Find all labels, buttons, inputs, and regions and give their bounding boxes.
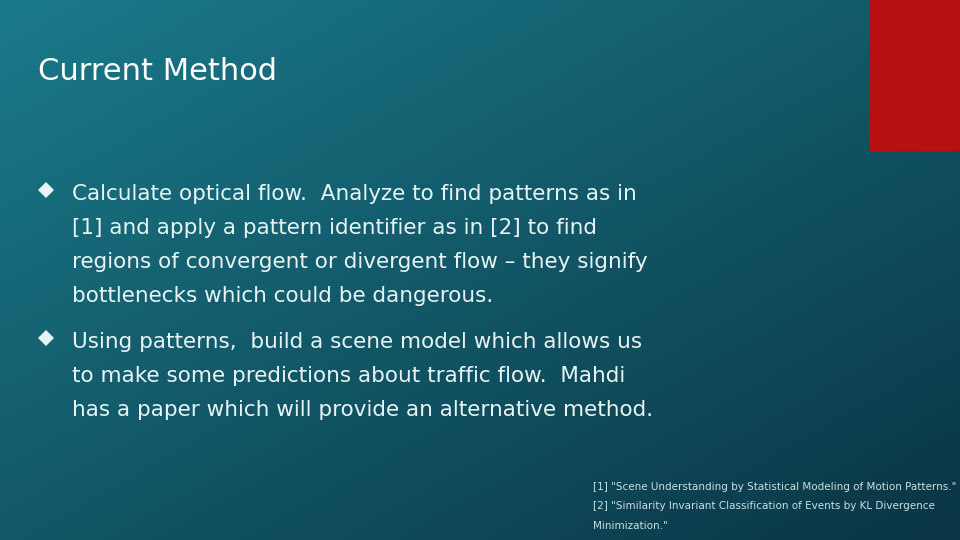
Text: bottlenecks which could be dangerous.: bottlenecks which could be dangerous. — [72, 286, 493, 306]
Text: has a paper which will provide an alternative method.: has a paper which will provide an altern… — [72, 400, 653, 420]
Text: [1] "Scene Understanding by Statistical Modeling of Motion Patterns.": [1] "Scene Understanding by Statistical … — [593, 482, 957, 492]
Text: Current Method: Current Method — [38, 57, 277, 86]
Text: regions of convergent or divergent flow – they signify: regions of convergent or divergent flow … — [72, 252, 648, 272]
Bar — [870, 0, 960, 151]
Text: to make some predictions about traffic flow.  Mahdi: to make some predictions about traffic f… — [72, 366, 625, 386]
Text: Calculate optical flow.  Analyze to find patterns as in: Calculate optical flow. Analyze to find … — [72, 184, 636, 204]
Text: [2] "Similarity Invariant Classification of Events by KL Divergence: [2] "Similarity Invariant Classification… — [593, 501, 935, 511]
Text: [1] and apply a pattern identifier as in [2] to find: [1] and apply a pattern identifier as in… — [72, 218, 597, 238]
Text: Minimization.": Minimization." — [593, 521, 668, 531]
Text: Using patterns,  build a scene model which allows us: Using patterns, build a scene model whic… — [72, 332, 642, 352]
